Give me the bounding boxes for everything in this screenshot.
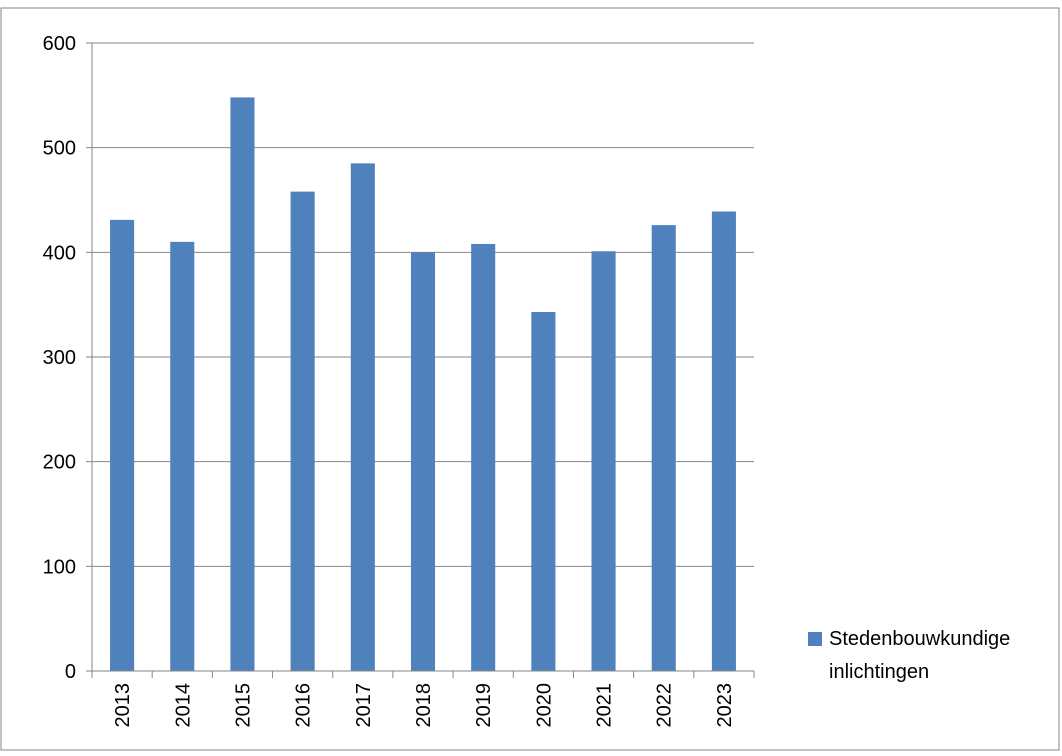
- bar: [110, 219, 135, 672]
- x-tick-label: 2021: [594, 683, 616, 728]
- legend-swatch: [808, 632, 822, 646]
- bar: [230, 97, 255, 672]
- y-tick-label: 300: [43, 347, 76, 369]
- x-tick-label: 2017: [353, 683, 375, 728]
- x-tick-label: 2015: [232, 683, 254, 728]
- x-tick-label: 2018: [413, 683, 435, 728]
- bars: [110, 97, 736, 672]
- gridlines: [92, 42, 754, 567]
- x-tick-label: 2013: [112, 683, 134, 728]
- bar: [471, 243, 496, 671]
- y-tick-label: 600: [43, 33, 76, 55]
- bar: [591, 251, 616, 671]
- bar: [651, 225, 676, 671]
- x-tick-label: 2020: [533, 683, 555, 728]
- tick-labels: 0 100 200 300 400 500 600 2013 2014 2015 2016 2017 2…: [43, 33, 736, 728]
- x-tick-label: 2016: [293, 683, 315, 728]
- y-tick-label: 500: [43, 138, 76, 160]
- bar: [531, 311, 556, 671]
- x-tick-label: 2019: [473, 683, 495, 728]
- axes: [86, 42, 755, 678]
- bar: [170, 241, 195, 671]
- y-tick-label: 0: [65, 661, 76, 683]
- y-tick-label: 100: [43, 556, 76, 578]
- legend-label-line-1: Stedenbouwkundige: [829, 628, 1010, 650]
- x-tick-label: 2023: [714, 683, 736, 728]
- y-tick-label: 200: [43, 452, 76, 474]
- legend: Stedenbouwkundige inlichtingen: [808, 628, 1010, 683]
- bar: [711, 211, 736, 671]
- bar: [290, 191, 315, 672]
- bar: [350, 163, 375, 671]
- x-tick-label: 2014: [172, 683, 194, 728]
- legend-label-line-2: inlichtingen: [829, 661, 929, 683]
- x-tick-label: 2022: [654, 683, 676, 728]
- bar: [410, 252, 436, 672]
- y-tick-label: 400: [43, 242, 76, 264]
